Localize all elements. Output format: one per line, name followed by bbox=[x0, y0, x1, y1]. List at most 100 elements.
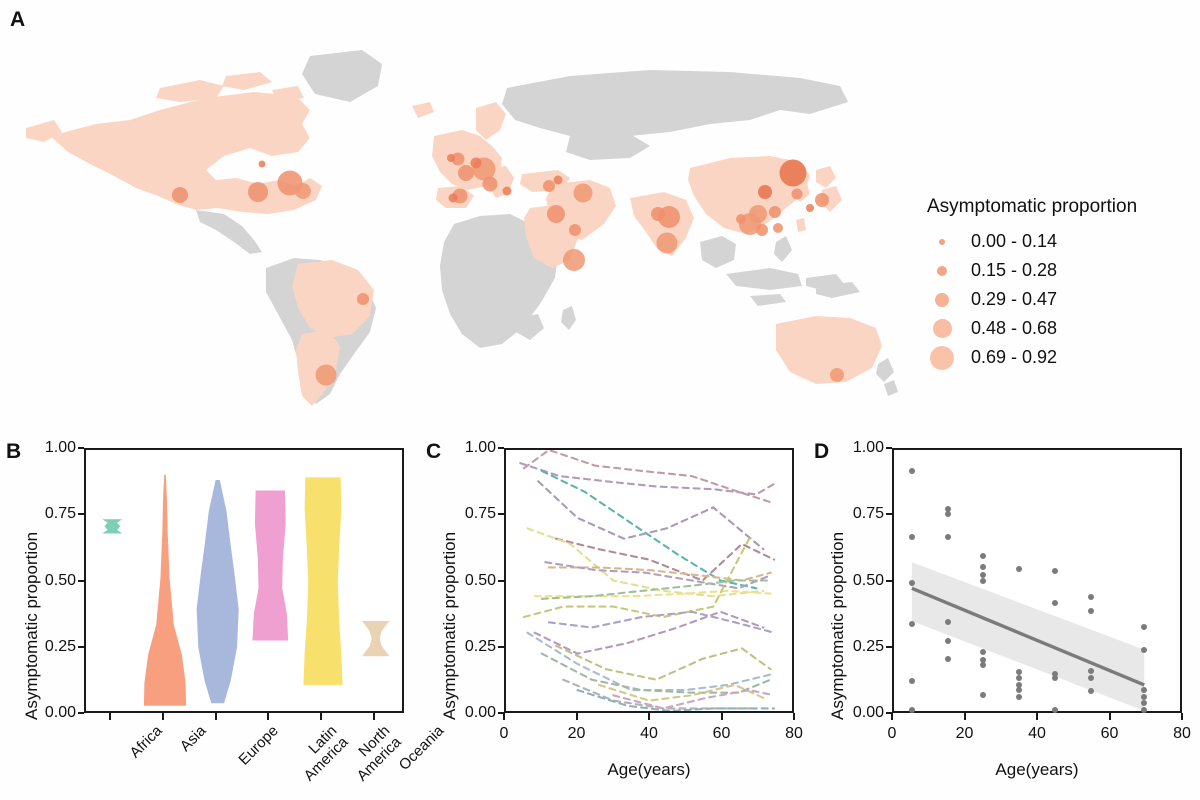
legend-item-label: 0.69 - 0.92 bbox=[971, 347, 1058, 367]
category-label-north-america: North America bbox=[353, 722, 405, 785]
y-tick-mark bbox=[886, 513, 892, 516]
y-tick-mark bbox=[886, 712, 892, 714]
scatter-point bbox=[1141, 693, 1148, 700]
legend-bubble-icon bbox=[925, 345, 959, 370]
legend-item-label: 0.00 - 0.14 bbox=[971, 231, 1058, 251]
y-tick-label: 0.75 bbox=[464, 505, 496, 523]
legend-item: 0.15 - 0.28 bbox=[925, 256, 1195, 285]
legend-item: 0.29 - 0.47 bbox=[925, 285, 1195, 314]
map-bubble-france bbox=[458, 165, 474, 181]
map-bubble-egypt bbox=[547, 205, 565, 223]
panel-d-regression bbox=[911, 562, 1145, 711]
violin-shapes bbox=[102, 474, 390, 706]
map-bubble-brazil bbox=[357, 293, 369, 305]
map-bubble-ireland bbox=[447, 154, 455, 162]
scatter-point bbox=[908, 677, 915, 684]
y-tick-label: 1.00 bbox=[44, 439, 76, 456]
scatter-point bbox=[1051, 675, 1058, 682]
regression-line bbox=[911, 586, 1145, 687]
map-bubble-china-beijing bbox=[758, 185, 772, 199]
map-legend: Asymptomatic proportion 0.00 - 0.14 0.15 … bbox=[925, 196, 1195, 372]
scatter-point bbox=[1051, 671, 1058, 678]
scatter-point bbox=[908, 620, 915, 627]
x-tick-label: 60 bbox=[1100, 725, 1119, 742]
x-tick-mark bbox=[575, 713, 578, 720]
map-bubble-china-east bbox=[769, 206, 781, 218]
panel-d-plot-frame bbox=[892, 448, 1182, 713]
y-tick-label: 0.50 bbox=[852, 571, 884, 589]
map-bubble-iran bbox=[573, 183, 593, 203]
x-tick-mark bbox=[214, 713, 217, 720]
legend-bubble-icon bbox=[925, 265, 959, 276]
y-tick-label: 0.75 bbox=[852, 505, 884, 523]
trajectory-line-s9 bbox=[533, 589, 772, 598]
scatter-point bbox=[1051, 599, 1058, 606]
trajectory-line-s14 bbox=[554, 644, 772, 681]
trajectory-line-s16 bbox=[540, 652, 772, 694]
map-bubble-china-sw bbox=[736, 214, 746, 224]
map-bubble-argentina bbox=[315, 364, 337, 386]
x-tick-label: 80 bbox=[1173, 725, 1191, 742]
y-tick-mark bbox=[886, 447, 892, 449]
category-label-africa: Africa bbox=[126, 722, 166, 762]
world-map bbox=[10, 28, 910, 418]
violin-asia bbox=[143, 474, 187, 706]
trajectory-line-s19 bbox=[597, 683, 765, 702]
scatter-point bbox=[944, 505, 951, 512]
scatter-point bbox=[1016, 687, 1023, 694]
legend-item: 0.48 - 0.68 bbox=[925, 314, 1195, 343]
panel-c-ylabel: Asymptomatic proportion bbox=[440, 531, 459, 720]
scatter-point bbox=[1016, 565, 1023, 572]
scatter-point bbox=[1141, 700, 1148, 707]
x-tick-mark bbox=[891, 713, 893, 720]
category-label-europe: Europe bbox=[235, 722, 282, 769]
panel-a-world-map: A bbox=[10, 8, 1195, 418]
x-tick-mark bbox=[162, 713, 164, 720]
map-bubble-india-north bbox=[658, 206, 680, 228]
scatter-point bbox=[1016, 681, 1023, 688]
trajectory-line-s8 bbox=[544, 561, 772, 590]
map-bubble-china-north bbox=[779, 159, 807, 187]
y-tick-label: 0.25 bbox=[464, 637, 496, 655]
map-bubble-china-se bbox=[773, 223, 783, 233]
scatter-point bbox=[1141, 706, 1148, 713]
panel-c-xlabel: Age(years) bbox=[607, 760, 691, 779]
scatter-point bbox=[980, 572, 987, 579]
map-bubble-greece bbox=[502, 186, 512, 196]
x-tick-mark bbox=[793, 713, 795, 720]
y-tick-label: 0.75 bbox=[44, 505, 76, 523]
panel-d-scatter-plot: D Asymptomatic proportion 0.00 0.25 0.50 0.… bbox=[808, 430, 1200, 800]
violin-africa bbox=[102, 519, 123, 534]
scatter-point bbox=[1087, 675, 1094, 682]
scatter-point bbox=[1051, 568, 1058, 575]
panel-b-letter: B bbox=[6, 440, 22, 463]
y-tick-label: 0.25 bbox=[44, 637, 76, 655]
panel-c-lines bbox=[519, 448, 776, 713]
x-tick-mark bbox=[720, 713, 723, 720]
scatter-point bbox=[1087, 667, 1094, 674]
scatter-point bbox=[980, 577, 987, 584]
y-tick-label: 0.00 bbox=[852, 704, 884, 721]
map-bubble-usa-midwest bbox=[248, 182, 268, 202]
x-tick-mark bbox=[1108, 713, 1111, 720]
x-tick-label: 40 bbox=[1028, 725, 1046, 742]
trajectory-line-s4 bbox=[537, 480, 765, 551]
panel-a-letter: A bbox=[10, 8, 26, 31]
scatter-point bbox=[944, 534, 951, 541]
x-tick-label: 80 bbox=[785, 725, 803, 742]
category-label-latin-america: Latin America bbox=[300, 722, 352, 785]
map-bubble-australia bbox=[830, 368, 844, 382]
map-landmasses-grey bbox=[196, 50, 898, 404]
y-tick-mark bbox=[498, 645, 504, 648]
scatter-point bbox=[944, 619, 951, 626]
legend-item-label: 0.15 - 0.28 bbox=[971, 260, 1058, 280]
map-bubble-china-south bbox=[756, 224, 768, 236]
scatter-point bbox=[1141, 646, 1148, 653]
x-tick-mark bbox=[109, 713, 112, 720]
category-label-asia: Asia bbox=[176, 722, 210, 755]
scatter-point bbox=[1051, 706, 1058, 713]
y-tick-label: 1.00 bbox=[464, 439, 496, 456]
trajectory-line-s18 bbox=[576, 689, 776, 713]
y-tick-label: 1.00 bbox=[852, 439, 884, 456]
scatter-point bbox=[1016, 668, 1023, 675]
